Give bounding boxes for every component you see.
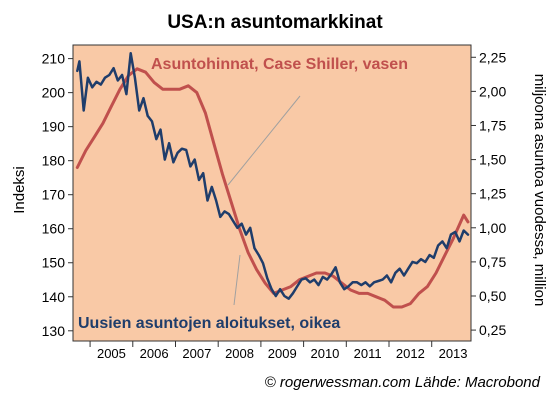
chart-title: USA:n asuntomarkkinat [167,12,383,33]
price-annotation-pointer [227,95,301,186]
pointer-lines [227,95,301,306]
plot-area [72,44,472,342]
x-tick-label: 2012 [396,346,425,361]
left-y-axis: 130 140 150 160 170 180 190 200 210 [42,51,73,339]
y-right-tick-label: 1,00 [479,220,506,236]
x-tick-label: 2013 [439,346,468,361]
y-left-tick-label: 140 [42,289,66,305]
y-right-tick-label: 0,50 [479,288,506,304]
y-left-tick-label: 170 [42,187,66,203]
y-right-tick-label: 0,25 [479,322,506,338]
left-axis-title: Indeksi [11,166,28,214]
y-left-tick-label: 180 [42,153,66,169]
y-right-tick-label: 1,25 [479,186,506,202]
x-axis: 2005 2006 2007 2008 2009 2010 2011 2012 2013 [89,341,468,361]
y-right-tick-label: 2,00 [479,83,506,99]
y-right-tick-label: 2,25 [479,49,506,65]
x-tick-label: 2010 [310,346,339,361]
x-tick-label: 2008 [225,346,254,361]
price-series-label: Asuntohinnat, Case Shiller, vasen [151,56,408,73]
right-y-axis: 0,25 0,50 0,75 1,00 1,25 1,50 1,75 2,00 2,25 [471,49,506,338]
y-left-tick-label: 150 [42,255,66,271]
y-right-tick-label: 0,75 [479,254,506,270]
starts-series-label: Uusien asuntojen aloitukset, oikea [78,315,340,332]
housing-starts-line [76,51,470,300]
source-credit: © rogerwessman.com Lähde: Macrobond [265,374,541,391]
y-left-tick-label: 130 [42,323,66,339]
y-right-tick-label: 1,75 [479,117,506,133]
x-tick-label: 2007 [182,346,211,361]
y-left-tick-label: 200 [42,85,66,101]
right-axis-title: miljoona asuntoa vuodessa, million [531,74,548,307]
x-tick-label: 2009 [268,346,297,361]
y-left-tick-label: 160 [42,221,66,237]
x-tick-label: 2006 [140,346,169,361]
starts-annotation-pointer [233,254,241,306]
y-left-tick-label: 190 [42,119,66,135]
y-right-tick-label: 1,50 [479,152,506,168]
y-left-tick-label: 210 [42,51,66,67]
x-tick-label: 2005 [97,346,126,361]
x-tick-label: 2011 [354,346,382,361]
